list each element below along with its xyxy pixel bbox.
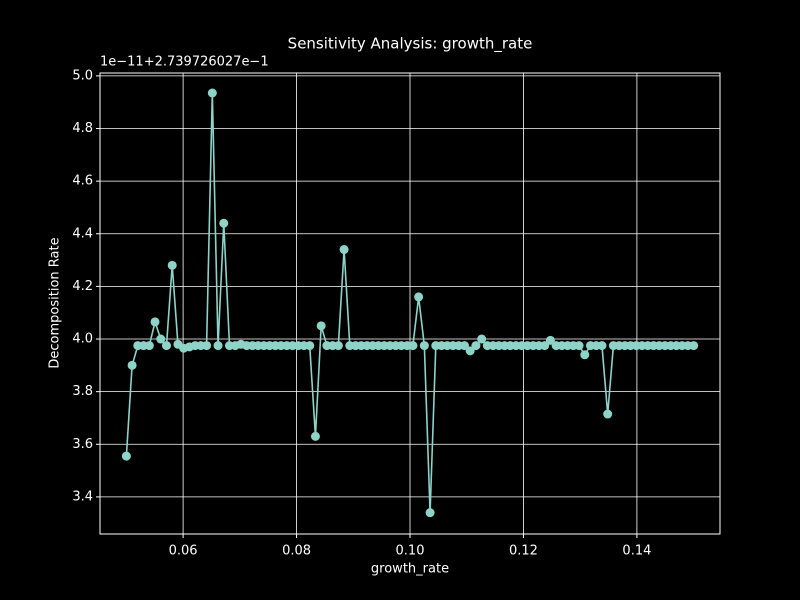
data-point bbox=[471, 341, 481, 351]
data-point bbox=[419, 341, 429, 351]
x-axis-label: growth_rate bbox=[371, 562, 449, 577]
y-tick-label: 5.0 bbox=[72, 68, 93, 83]
data-point bbox=[156, 334, 166, 344]
y-tick-label: 3.8 bbox=[72, 384, 93, 399]
data-point bbox=[689, 341, 699, 351]
data-point bbox=[580, 350, 590, 360]
x-tick-label: 0.10 bbox=[396, 544, 425, 559]
y-tick-label: 4.0 bbox=[72, 332, 93, 347]
chart-title: Sensitivity Analysis: growth_rate bbox=[288, 35, 533, 54]
data-point bbox=[425, 508, 435, 518]
data-point bbox=[545, 335, 555, 345]
y-tick-label: 3.4 bbox=[72, 489, 93, 504]
x-tick-label: 0.14 bbox=[622, 544, 651, 559]
data-point bbox=[144, 341, 154, 351]
data-point bbox=[202, 341, 212, 351]
y-tick-label: 4.6 bbox=[72, 174, 93, 189]
data-point bbox=[305, 341, 315, 351]
y-tick-label: 3.6 bbox=[72, 437, 93, 452]
data-point bbox=[339, 245, 349, 255]
x-tick-label: 0.06 bbox=[169, 544, 198, 559]
data-point bbox=[150, 317, 160, 327]
plot-frame bbox=[99, 72, 721, 535]
data-point bbox=[316, 321, 326, 331]
data-point bbox=[603, 409, 613, 419]
data-point bbox=[465, 346, 475, 356]
data-point bbox=[408, 341, 418, 351]
data-point bbox=[477, 334, 487, 344]
y-tick-label: 4.4 bbox=[72, 226, 93, 241]
data-point bbox=[213, 341, 223, 351]
data-point bbox=[127, 360, 137, 370]
x-tick-label: 0.08 bbox=[282, 544, 311, 559]
data-point bbox=[459, 341, 469, 351]
y-offset-text: 1e−11+2.739726027e−1 bbox=[100, 55, 269, 70]
data-point bbox=[207, 88, 217, 98]
data-point bbox=[597, 341, 607, 351]
x-tick-label: 0.12 bbox=[509, 544, 538, 559]
data-point bbox=[574, 341, 584, 351]
data-point bbox=[414, 292, 424, 302]
data-point bbox=[333, 341, 343, 351]
data-point bbox=[121, 451, 131, 461]
data-point bbox=[161, 341, 171, 351]
data-point bbox=[540, 341, 550, 351]
y-tick-label: 4.8 bbox=[72, 121, 93, 136]
data-point bbox=[167, 260, 177, 270]
y-tick-label: 4.2 bbox=[72, 279, 93, 294]
data-point bbox=[310, 431, 320, 441]
data-point bbox=[219, 218, 229, 228]
y-axis-label: Decomposition Rate bbox=[48, 237, 63, 368]
